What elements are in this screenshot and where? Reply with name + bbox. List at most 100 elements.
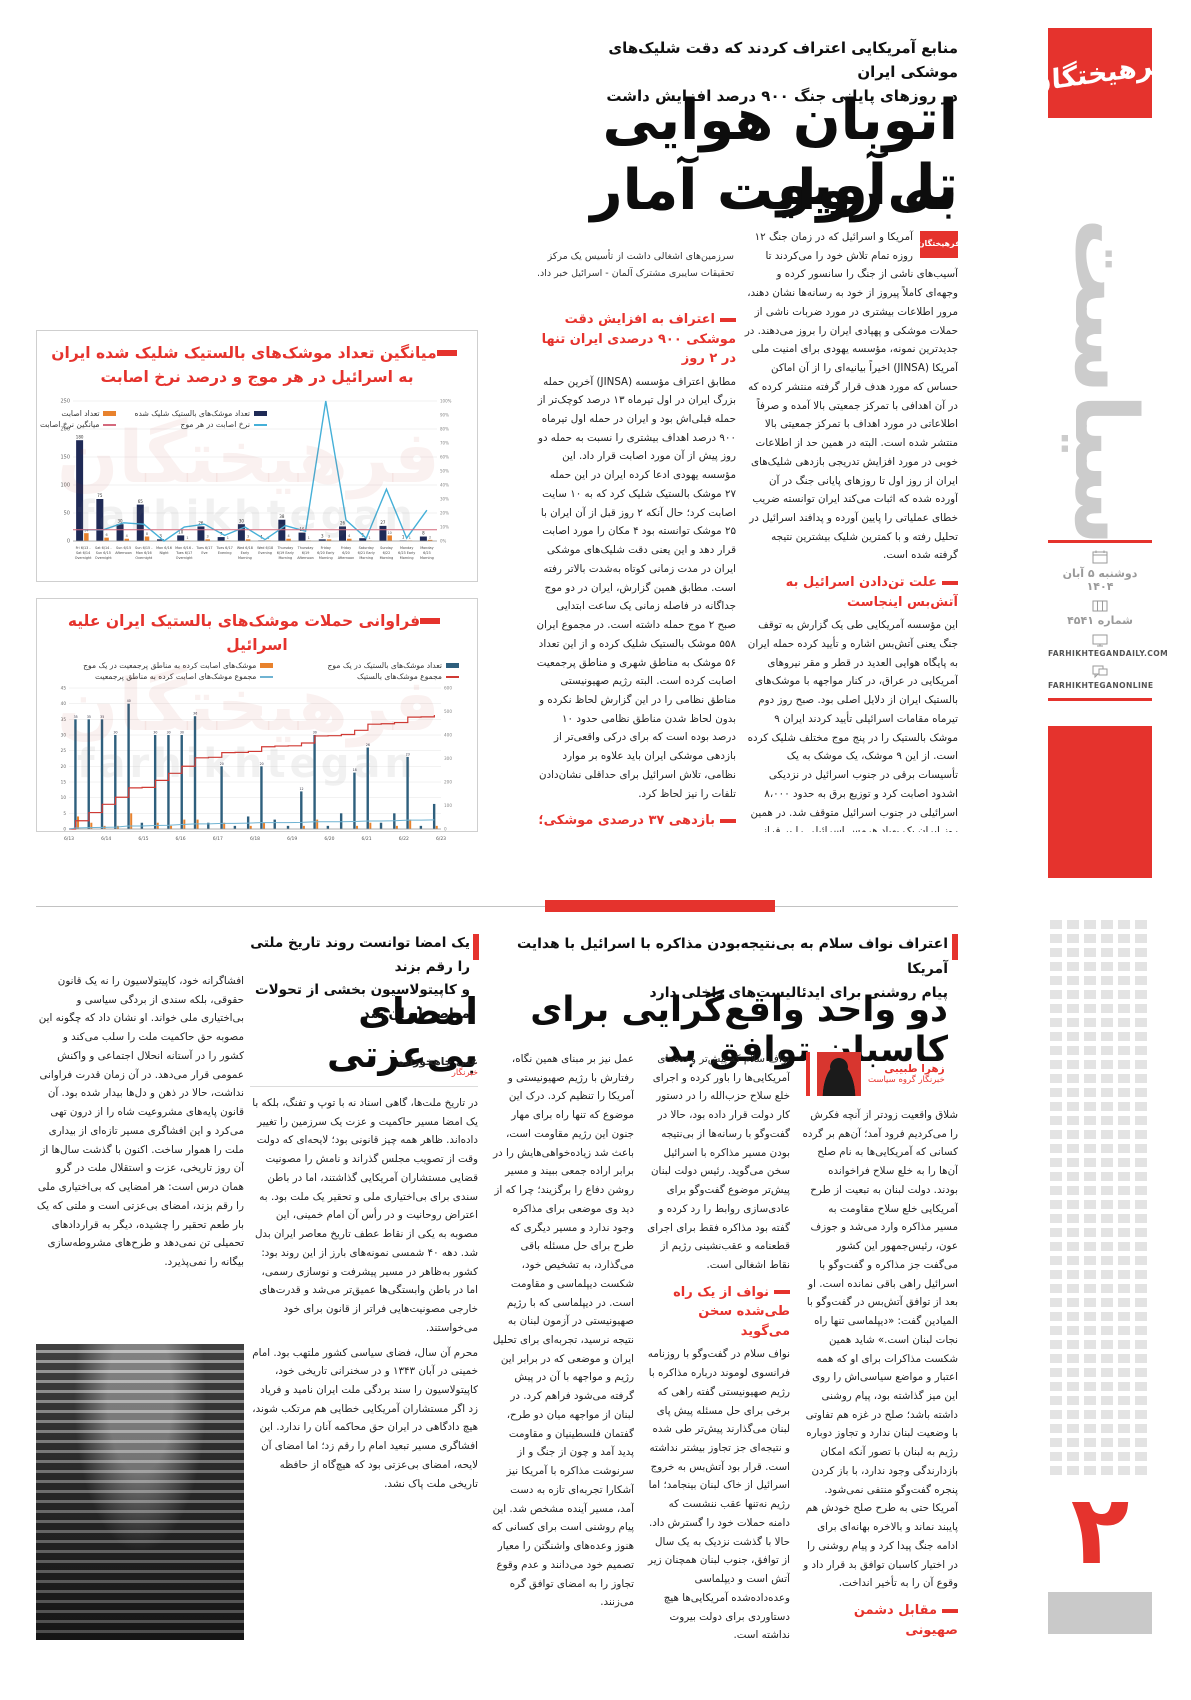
svg-text:6/22: 6/22 [383, 551, 391, 555]
svg-text:6/19: 6/19 [287, 836, 297, 842]
history-column-left: افشاگرانه خود، کاپیتولاسیون را نه یک قان… [36, 972, 244, 1334]
chart-card-fired-per-wave: فرهیختگان farhikhtegan میانگین تعداد موشک… [36, 330, 478, 582]
svg-text:30: 30 [61, 733, 67, 738]
svg-text:10: 10 [61, 795, 67, 800]
svg-text:30: 30 [313, 731, 317, 735]
svg-text:180: 180 [76, 434, 84, 439]
rail-gray-block [1048, 1592, 1152, 1634]
politics-author-role: خبرنگار گروه سیاست [868, 1075, 945, 1085]
svg-text:6/14: 6/14 [101, 836, 111, 842]
subhead-dash-icon [720, 818, 736, 823]
svg-text:6/19 Early: 6/19 Early [277, 551, 294, 555]
subhead-dash-icon [942, 1608, 958, 1613]
subhead-dash-icon [942, 580, 958, 585]
subhead-resistance: مقابل دشمن صهیونیفقط مقاومت جواب می‌دهد [853, 1603, 958, 1638]
politics-c2-paragraph-2: نواف سلام در گفت‌وگو با روزنامه فرانسوی … [647, 1348, 790, 1642]
svg-text:30: 30 [153, 731, 157, 735]
section-divider-red-bar [545, 900, 775, 912]
chart1-title-tick [436, 349, 457, 356]
svg-text:80%: 80% [440, 427, 449, 432]
svg-text:Monday: Monday [420, 546, 433, 550]
svg-text:Morning: Morning [380, 556, 394, 560]
svg-text:Friday: Friday [341, 546, 351, 550]
legend-item-hits: تعداد اصابت [40, 409, 117, 418]
svg-text:4: 4 [126, 534, 128, 538]
svg-text:Afternoon: Afternoon [338, 556, 355, 560]
subhead-nawaf: نواف از یک راه طی‌شده سخن می‌گوید [673, 1284, 790, 1339]
politics-title: دو واحد واقع‌گرایی برای کاسبان توافق بد [530, 990, 948, 1070]
svg-text:400: 400 [444, 733, 452, 738]
svg-text:Mon 6/16: Mon 6/16 [156, 546, 172, 550]
politics-kicker-line1: اعتراف نواف سلام به بی‌نتیجه‌بودن مذاکره… [517, 936, 948, 977]
website-icon [1092, 634, 1108, 647]
svg-text:100: 100 [60, 483, 70, 489]
svg-text:Thursday: Thursday [276, 546, 293, 550]
svg-text:Sun 6/15 -: Sun 6/15 - [135, 546, 153, 550]
section-divider-line [36, 906, 958, 907]
svg-text:6/22: 6/22 [399, 836, 409, 842]
history-photo [36, 1344, 244, 1640]
history-right-paragraph-2: محرم آن سال، فضای سیاسی کشور ملتهب بود. … [252, 1346, 478, 1490]
svg-text:100%: 100% [440, 399, 452, 404]
svg-text:50%: 50% [440, 469, 449, 474]
chart1-plot: 0 50 100 150 200 250 0% 10% 20% 30% 40% 50% 60% 70% 80… [60, 399, 452, 561]
svg-text:75: 75 [97, 493, 103, 498]
subhead-accuracy: اعتراف به افزایش دقت موشکی ۹۰۰ درصدی ایر… [541, 312, 736, 366]
missiles-swatch [446, 663, 459, 669]
svg-text:30: 30 [118, 518, 124, 523]
svg-text:Morning: Morning [400, 556, 414, 560]
svg-text:10%: 10% [440, 525, 449, 530]
svg-text:3: 3 [207, 535, 209, 539]
history-author-name: علی چاهخوزاده [398, 1056, 478, 1068]
svg-text:6/23: 6/23 [423, 551, 431, 555]
chart2-title: فراوانی حملات موشک‌های بالستیک ایران علی… [47, 609, 467, 657]
rate-swatch [254, 423, 267, 426]
subhead-dash-icon [774, 1290, 790, 1295]
svg-text:30: 30 [167, 731, 171, 735]
svg-text:4: 4 [287, 534, 289, 538]
svg-text:Thursday: Thursday [297, 546, 314, 550]
lead-title-line2: به روایت آمار [590, 158, 959, 223]
rail-rule-top [1048, 540, 1152, 543]
svg-text:Mon 6/16 -: Mon 6/16 - [175, 546, 194, 550]
svg-text:26: 26 [366, 743, 370, 747]
masthead-logo-text: فرهیختگان [1028, 47, 1172, 99]
chart2-plot: 0 5 10 15 20 25 30 35 40 45 0 100 200 300 400 500 600 35 3… [61, 686, 453, 843]
rail-site-url[interactable]: FARHIKHTEGANDAILY.COM [1048, 649, 1169, 658]
svg-text:18: 18 [353, 768, 357, 772]
svg-text:Morning: Morning [359, 556, 373, 560]
svg-text:4: 4 [348, 534, 350, 538]
svg-text:40: 40 [127, 699, 131, 703]
svg-text:6/20: 6/20 [324, 836, 334, 842]
history-kicker-line1: یک امضا توانست روند تاریخ ملتی را رقم بز… [250, 935, 470, 975]
history-kicker-tick [473, 934, 479, 960]
svg-text:90%: 90% [440, 413, 449, 418]
svg-text:Tues 6/17: Tues 6/17 [175, 551, 192, 555]
svg-text:50: 50 [64, 511, 70, 517]
svg-text:3: 3 [321, 534, 324, 539]
history-kicker: یک امضا توانست روند تاریخ ملتی را رقم بز… [250, 932, 470, 1027]
svg-text:35: 35 [100, 715, 104, 719]
svg-text:3: 3 [328, 535, 330, 539]
svg-text:Eve: Eve [201, 551, 207, 555]
svg-text:Morning: Morning [238, 556, 252, 560]
svg-text:20: 20 [61, 764, 67, 769]
svg-text:Afternoon: Afternoon [115, 551, 132, 555]
rail-social-handle[interactable]: FARHIKHTEGANONLINE [1048, 681, 1154, 690]
svg-text:30%: 30% [440, 497, 449, 502]
svg-text:Sun 6/15: Sun 6/15 [116, 546, 131, 550]
calendar-icon [1092, 550, 1108, 564]
subhead-ceasefire: علت تن‌دادن اسرائیل به آتش‌بس اینجاست [785, 575, 958, 610]
lead-mid-paragraph-1: مطابق اعتراف مؤسسه (JINSA) آخرین حمله بز… [536, 375, 737, 800]
svg-text:6: 6 [105, 533, 107, 537]
svg-text:8: 8 [146, 532, 148, 536]
politics-author-name: زهرا طبیبی [884, 1063, 945, 1075]
svg-text:65: 65 [138, 499, 144, 504]
svg-text:0: 0 [67, 539, 70, 545]
svg-text:1: 1 [402, 535, 405, 540]
svg-text:Evening: Evening [218, 551, 232, 555]
subhead-dash-icon [720, 317, 736, 322]
svg-text:40%: 40% [440, 483, 449, 488]
svg-text:6/20: 6/20 [342, 551, 350, 555]
